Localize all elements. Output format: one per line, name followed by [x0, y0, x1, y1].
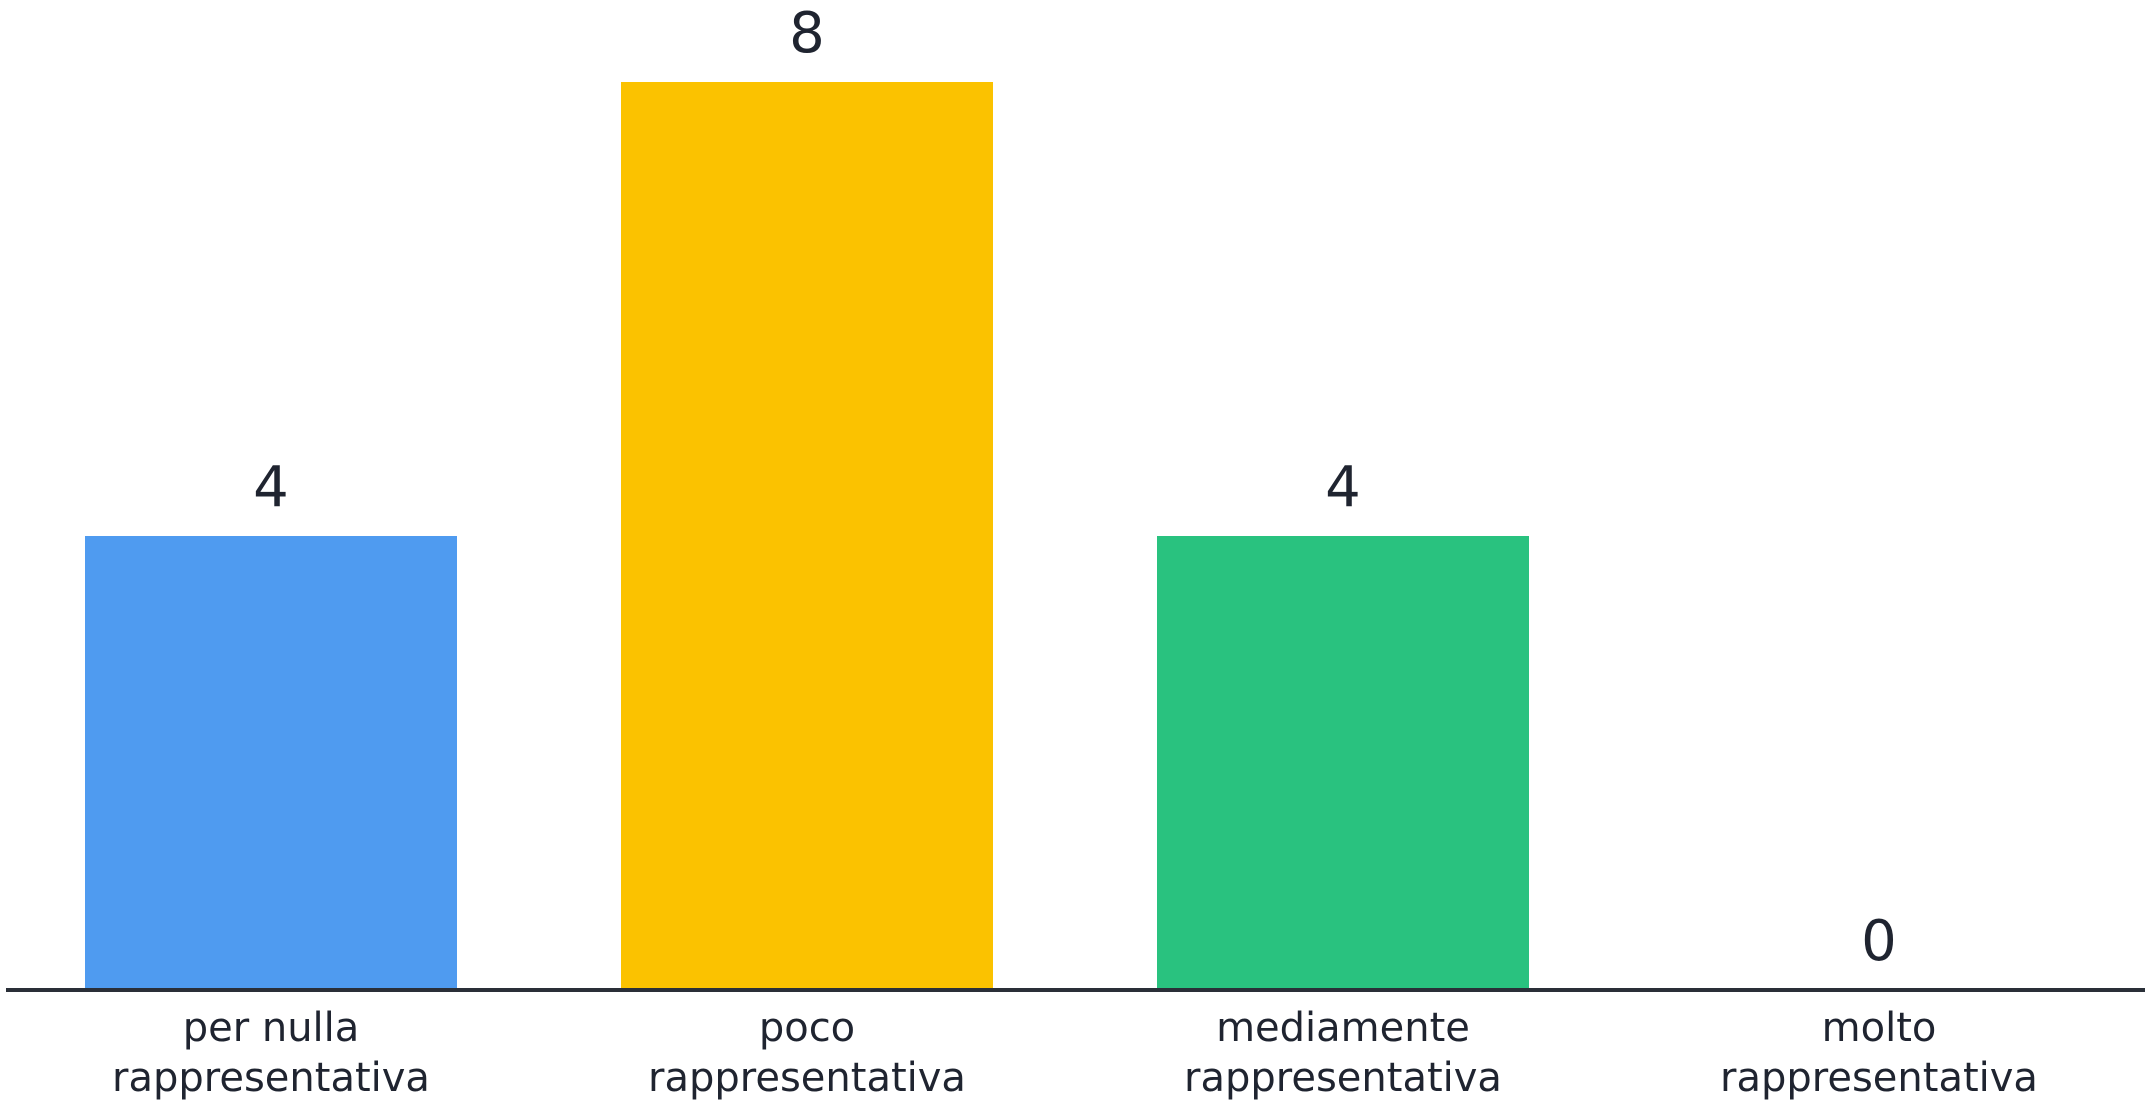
category-label-0-line-1: rappresentativa — [112, 1055, 430, 1101]
category-label-3-line-0: molto — [1822, 1005, 1937, 1051]
category-label-2-line-1: rappresentativa — [1184, 1055, 1502, 1101]
bars-group — [85, 82, 1529, 990]
value-label-2: 4 — [1325, 455, 1361, 520]
value-label-1: 8 — [789, 1, 825, 66]
category-labels-group: per nullarappresentativapocorappresentat… — [112, 1005, 2038, 1101]
category-label-3-line-1: rappresentativa — [1720, 1055, 2038, 1101]
bar-1 — [621, 82, 993, 990]
category-label-1-line-1: rappresentativa — [648, 1055, 966, 1101]
value-label-3: 0 — [1861, 909, 1897, 974]
value-label-0: 4 — [253, 455, 289, 520]
bar-2 — [1157, 536, 1529, 990]
category-label-0-line-0: per nulla — [183, 1005, 360, 1051]
category-label-1-line-0: poco — [759, 1005, 855, 1051]
category-label-2-line-0: mediamente — [1216, 1005, 1470, 1051]
bar-0 — [85, 536, 457, 990]
value-labels-group: 4 8 4 0 — [253, 1, 1897, 974]
